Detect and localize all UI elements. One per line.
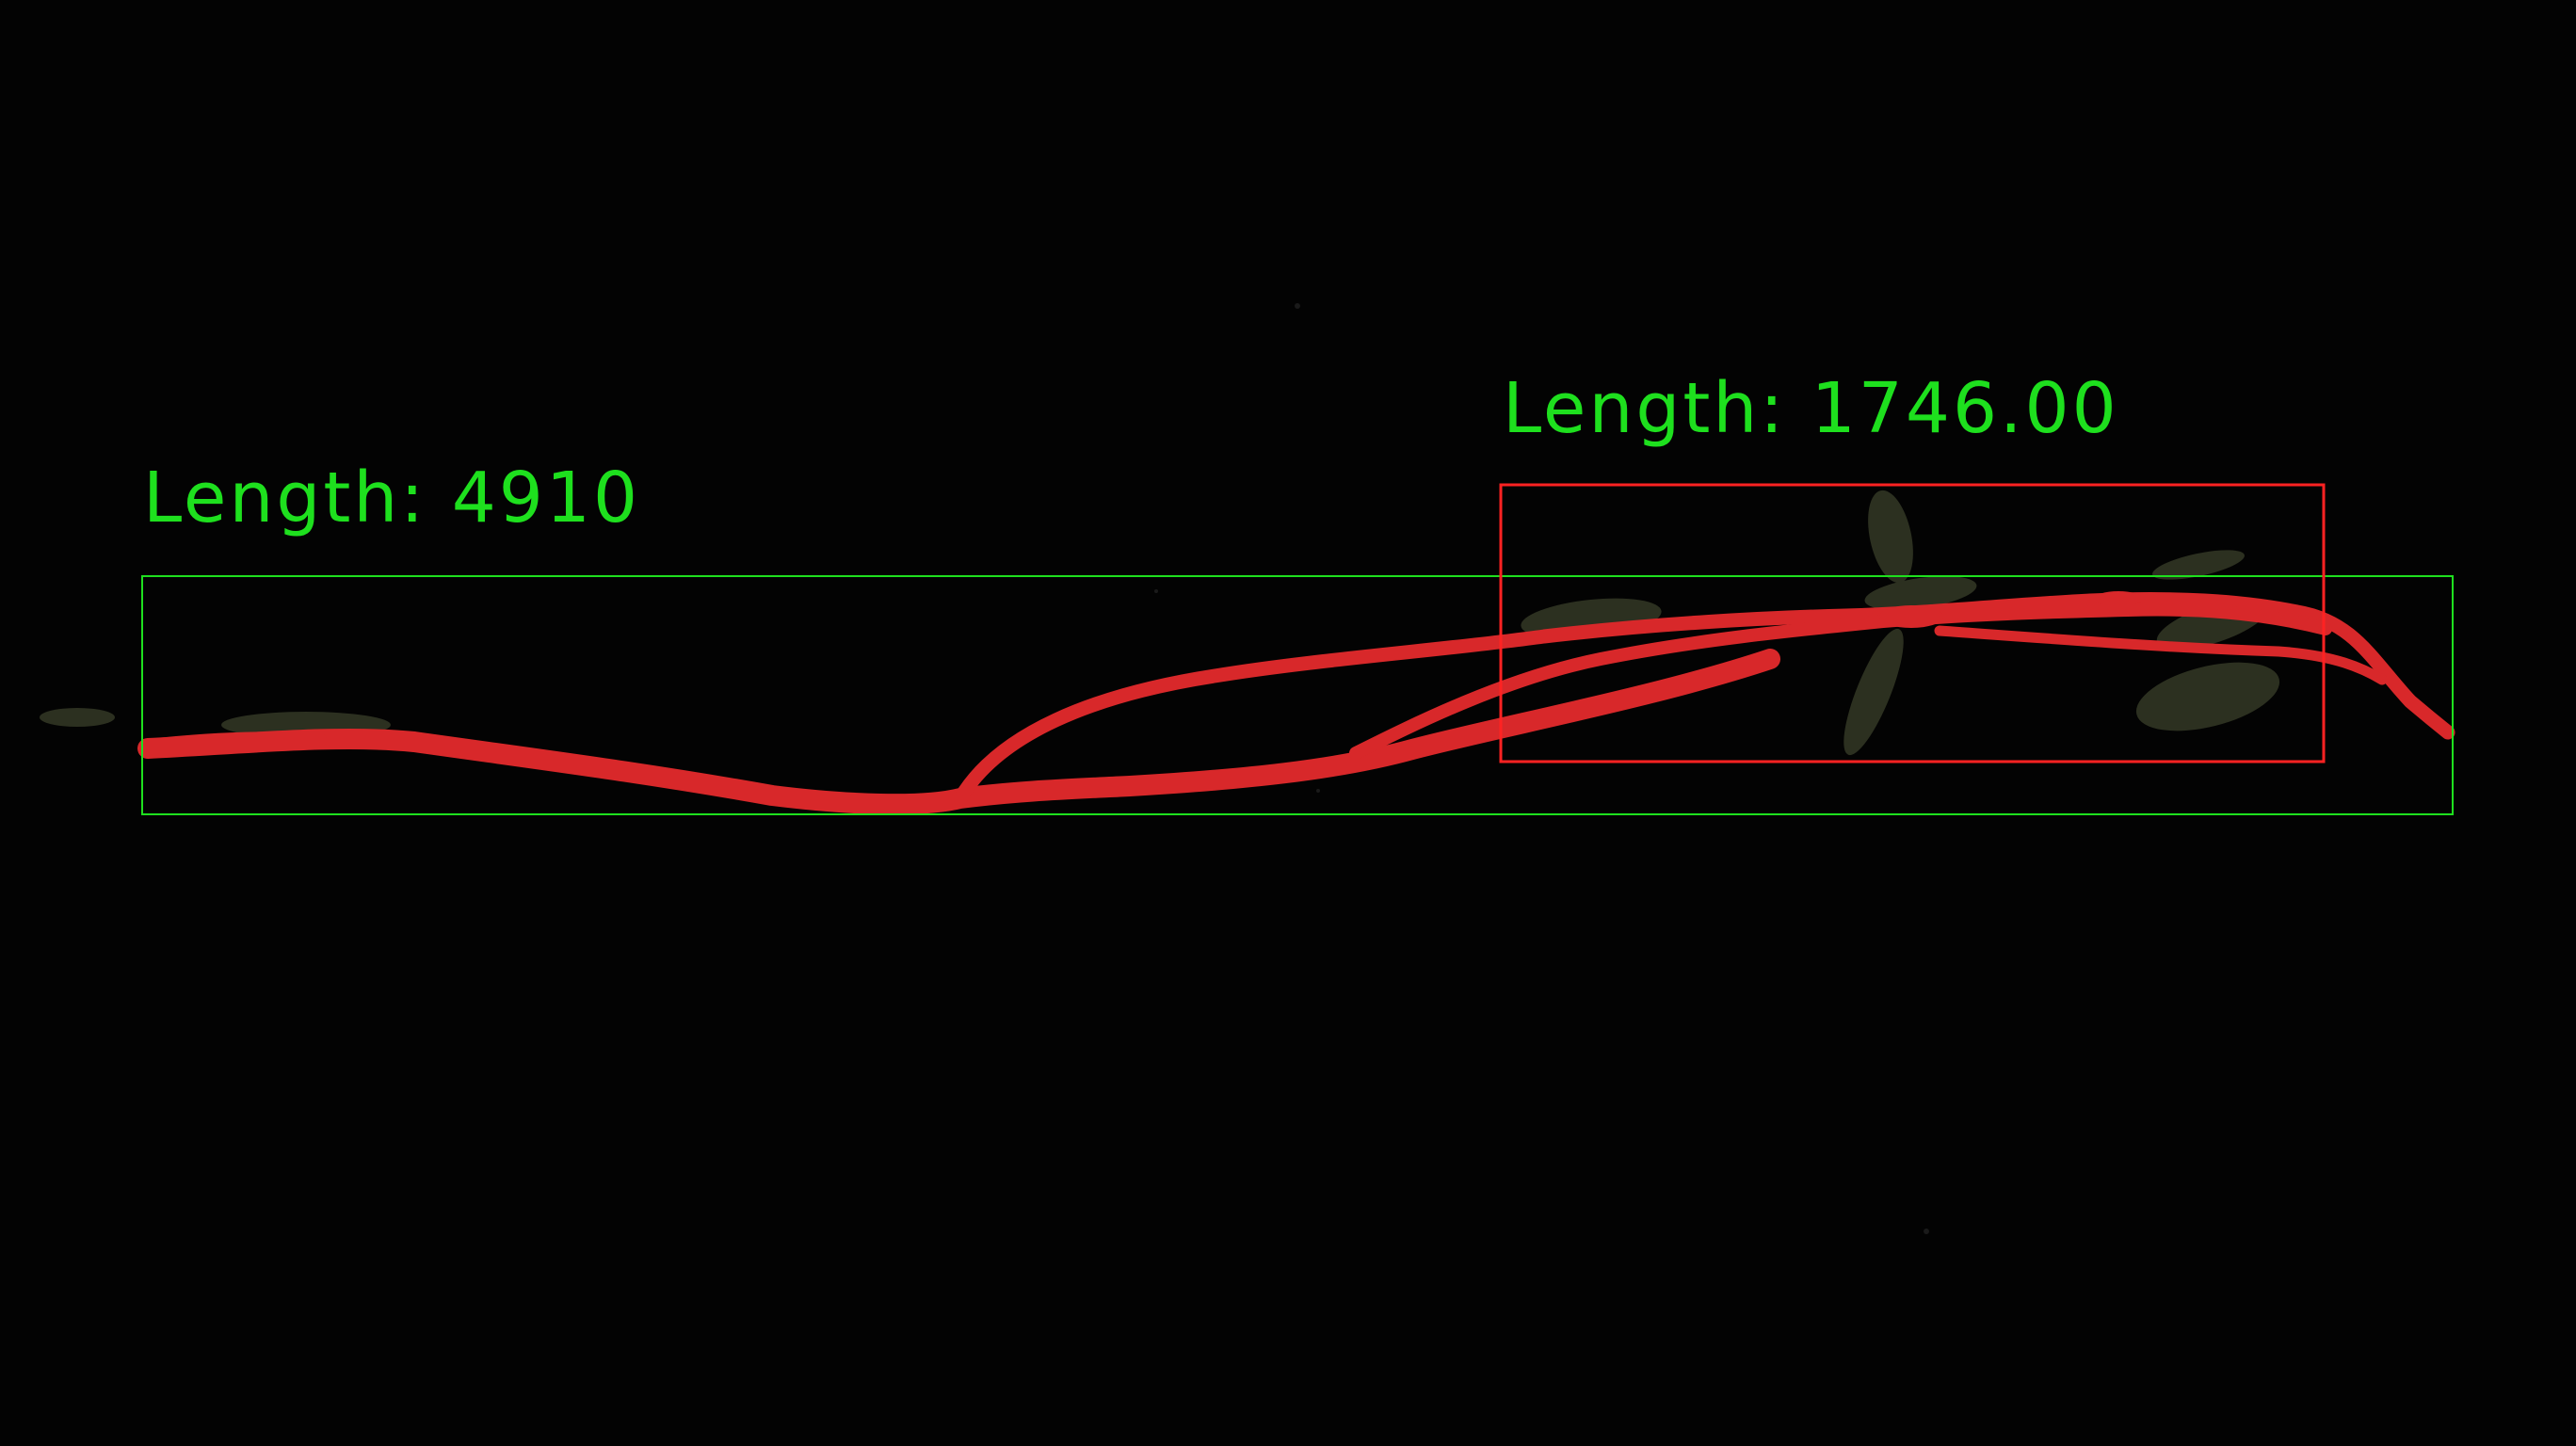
leaf <box>1864 576 1977 610</box>
lower-root <box>1934 625 2388 685</box>
region-length-label: Length: 1746.00 <box>1503 368 2119 449</box>
root-node <box>1879 605 1943 628</box>
total-length-label: Length: 4910 <box>143 458 641 538</box>
root-node <box>2094 591 2143 606</box>
foliage <box>40 490 2280 756</box>
root-mask <box>137 591 2455 815</box>
middle-root <box>1349 602 2332 760</box>
leaf <box>1868 490 1913 584</box>
left-root-segment <box>141 731 327 752</box>
background-speckles <box>1154 303 1929 1234</box>
region-length-bbox <box>1499 483 2326 763</box>
upper-root <box>953 592 2455 806</box>
total-length-bbox <box>141 575 2454 815</box>
stem-end <box>40 708 115 727</box>
leaf <box>2152 550 2245 580</box>
leaf <box>1843 628 1904 756</box>
leaf <box>2135 662 2280 731</box>
